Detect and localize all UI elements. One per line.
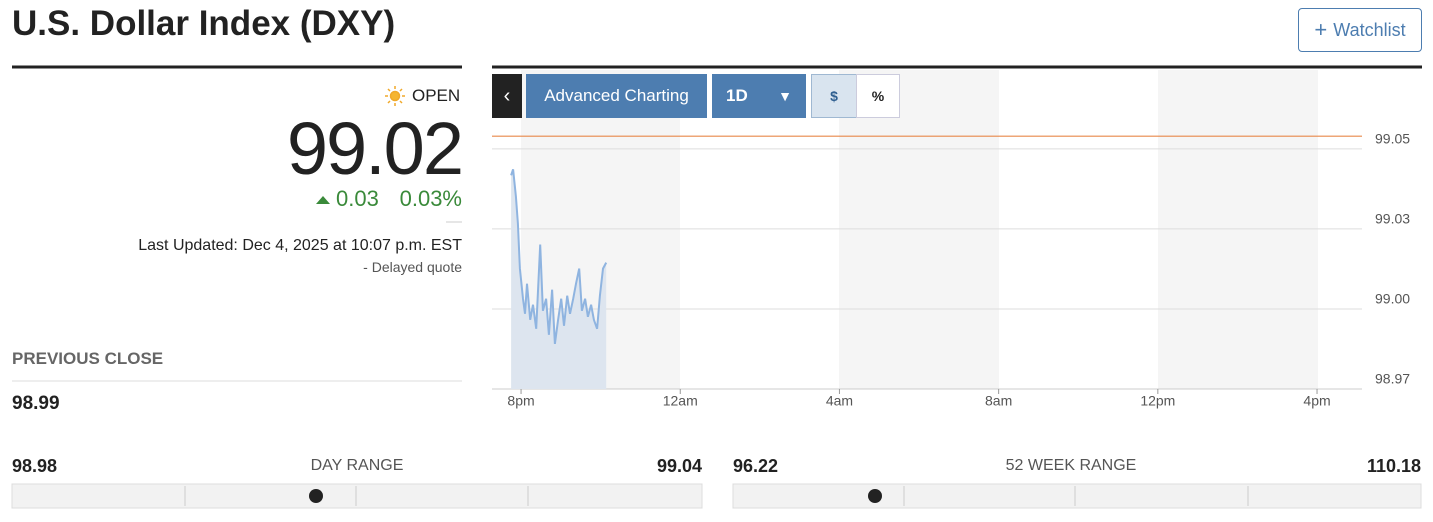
title: U.S. Dollar Index (DXY): [12, 4, 396, 43]
range-high: 99.04: [656, 456, 702, 476]
x-tick-label: 4am: [826, 393, 853, 409]
y-tick-label: 99.00: [1375, 291, 1410, 307]
day-range-bar: [11, 483, 703, 509]
range-high: 110.18: [1366, 456, 1421, 476]
advanced-charting-button[interactable]: Advanced Charting: [526, 74, 707, 118]
shade-band: [839, 70, 999, 389]
interval-select[interactable]: 1D ▼: [712, 74, 806, 118]
y-tick-label: 98.97: [1375, 371, 1410, 387]
range-label: 52 WEEK RANGE: [1005, 457, 1137, 474]
collapse-button[interactable]: ‹: [492, 74, 522, 118]
dollar-toggle[interactable]: $: [811, 74, 857, 118]
shade-band: [1158, 70, 1318, 389]
up-arrow: [316, 196, 330, 204]
range-label: DAY RANGE: [310, 457, 404, 474]
last-updated: Last Updated: Dec 4, 2025 at 10:07 p.m. …: [138, 237, 462, 254]
range-low: 96.22: [733, 456, 779, 476]
x-tick-label: 8am: [985, 393, 1012, 409]
x-tick-label: 12am: [663, 393, 698, 409]
price-line: [510, 168, 608, 345]
prev-close: 98.99: [12, 393, 60, 414]
x-tick-label: 4pm: [1303, 393, 1330, 409]
price: 99.02: [286, 107, 464, 190]
prev-close-label: PREVIOUS CLOSE: [12, 349, 164, 368]
week52-range-bar: [732, 483, 1422, 509]
change-pct: 0.03%: [399, 186, 462, 211]
area: [511, 169, 607, 389]
y-tick-label: 99.03: [1375, 211, 1410, 227]
watchlist-label[interactable]: Watchlist: [1333, 19, 1406, 40]
delayed-note: - Delayed quote: [363, 259, 462, 275]
change: 0.03: [336, 186, 379, 211]
watchlist-button[interactable]: + Watchlist: [1298, 8, 1422, 52]
x-tick-label: 12pm: [1140, 393, 1175, 409]
sun-icon: [385, 86, 405, 106]
y-tick-label: 99.05: [1375, 131, 1410, 147]
x-tick-label: 8pm: [507, 393, 534, 409]
percent-toggle[interactable]: %: [856, 74, 900, 118]
range-low: 98.98: [12, 456, 58, 476]
interval-label[interactable]: 1D: [726, 86, 748, 105]
market-status: OPEN: [412, 86, 461, 105]
